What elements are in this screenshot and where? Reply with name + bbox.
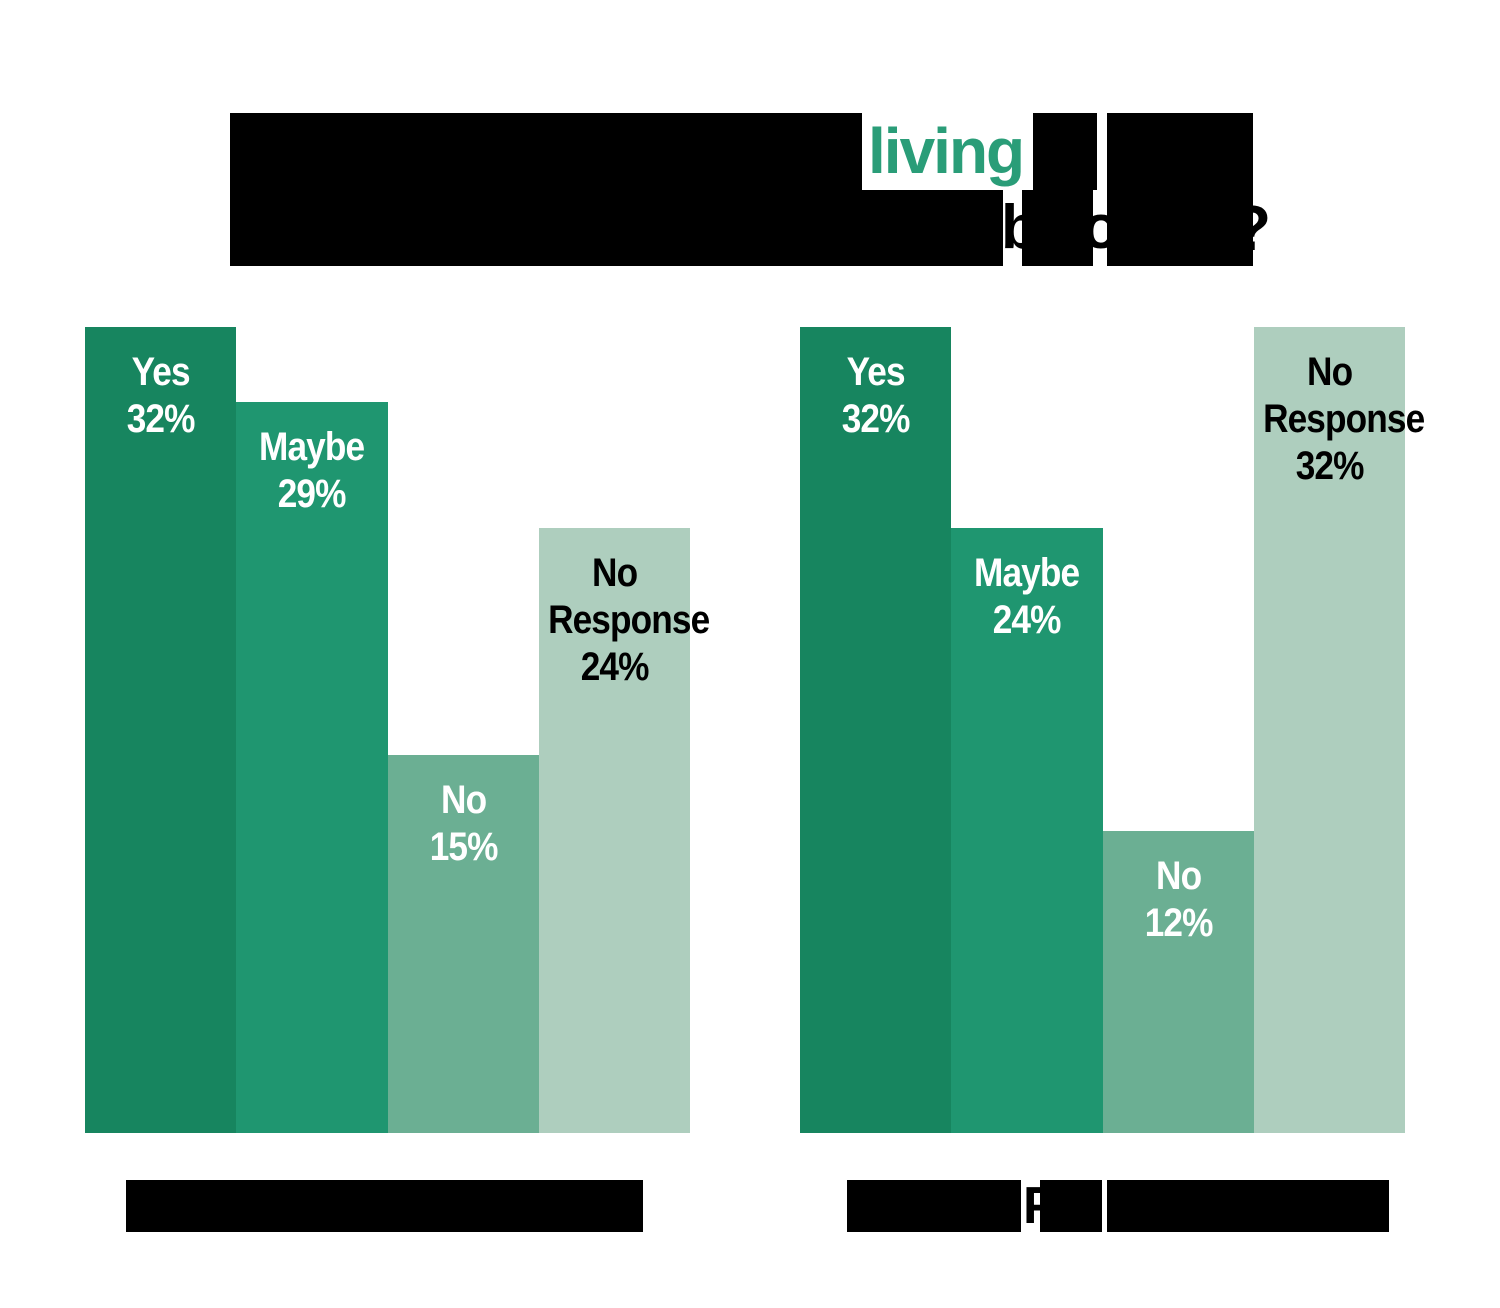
bar-no: No 15% [387,755,539,1133]
axis-label-redaction-bar [126,1180,643,1232]
bar-label: No 12% [1112,853,1245,947]
bar-no-response: No Response 24% [538,528,710,1133]
bar-no: No 12% [1102,830,1254,1133]
title-redaction-bar [230,190,1003,266]
bar-no-response: No Response 32% [1253,326,1425,1133]
bar-label-line: Maybe [259,425,365,470]
bar-yes: Yes 32% [85,326,237,1133]
bar-label-line: No [440,778,487,822]
bar-label: Yes 32% [809,349,942,443]
bar-maybe: Maybe 24% [951,528,1103,1133]
bar-label-line: Maybe [974,551,1080,596]
title-redaction-bar [230,113,862,190]
bar-label-line: Yes [846,349,906,394]
bar-label-line: Yes [131,349,191,394]
bar-label-line: 32% [1295,443,1364,488]
bar-label: Yes 32% [94,349,227,443]
axis-label-redaction-bar [847,1180,1021,1232]
bar-label-line: No [1306,349,1353,394]
bar-maybe: Maybe 29% [236,402,388,1133]
bar-label-line: 12% [1144,900,1213,945]
bar-label: Maybe 24% [960,550,1093,644]
bar-label-line: Response [1262,396,1425,441]
bar-label-line: 29% [277,472,347,517]
bar-label-line: 32% [126,396,196,441]
bar-label: No Response 32% [1262,349,1425,490]
axis-label-redaction-bar [1107,1180,1389,1232]
axis-label-redaction-bar [1040,1180,1102,1232]
bar-label-line: 32% [841,396,911,441]
bar-label-line: No [591,551,638,596]
bar-label-line: 24% [992,598,1062,643]
bar-label-line: No [1155,853,1202,898]
bar-label: No 15% [397,777,530,871]
bar-yes: Yes 32% [800,326,952,1133]
bar-label: Maybe 29% [245,424,378,518]
title-redaction-bar [1107,113,1253,190]
title-redaction-bar [1107,190,1253,266]
title-redaction-bar [1022,190,1093,266]
bar-label-line: 15% [429,825,498,869]
bar-label-line: 24% [580,645,649,690]
bar-label-line: Response [547,598,710,643]
bar-label: No Response 24% [547,550,710,691]
title-redaction-bar [1033,113,1097,190]
title-visible-word: living [868,115,1025,187]
